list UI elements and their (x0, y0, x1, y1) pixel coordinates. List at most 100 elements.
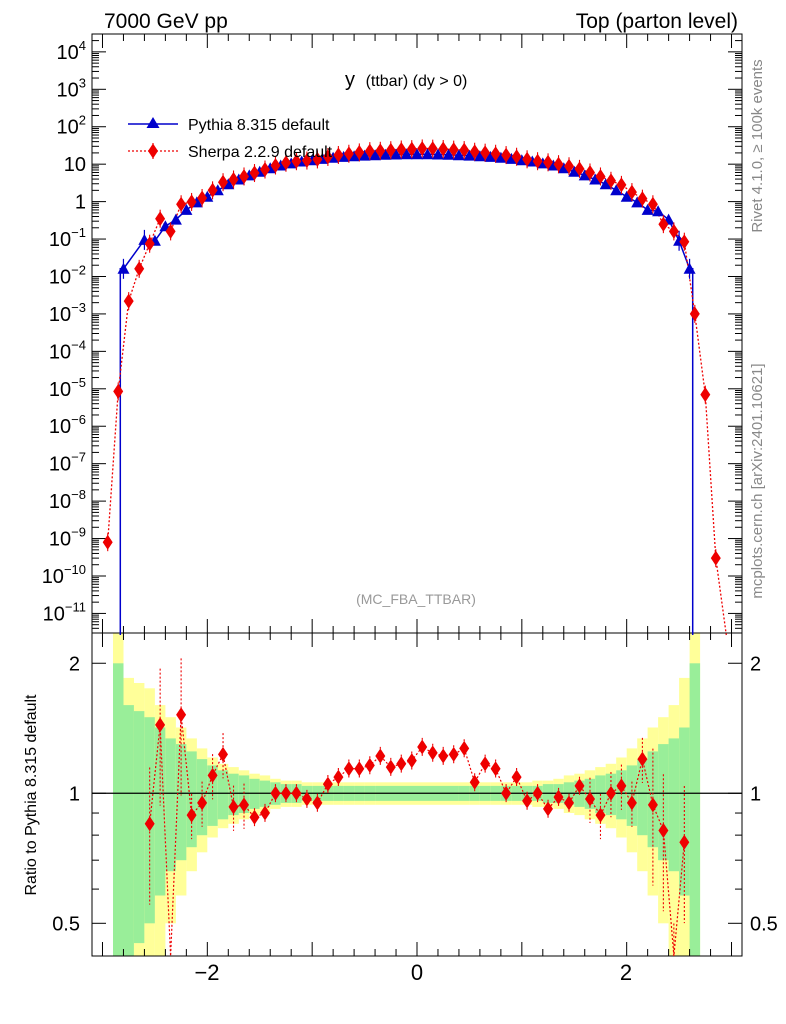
main-y-tick-labels: 10410310210110−110−210−310−410−510−610−7… (42, 38, 86, 626)
sherpa-point (102, 534, 113, 550)
ratio-y-tick-label: 2 (69, 653, 80, 675)
pythia-point (117, 262, 130, 274)
sherpa-point (616, 177, 627, 193)
main-y-tick-label: 10−5 (49, 375, 86, 401)
sherpa-point (333, 147, 344, 163)
ratio-point (438, 748, 449, 764)
ratio-point (249, 809, 260, 825)
ratio-y-tick-label: 0.5 (52, 913, 80, 935)
ratio-point (260, 805, 270, 821)
ratio-point (585, 791, 595, 807)
sherpa-point (354, 144, 365, 160)
header-left: 7000 GeV pp (104, 10, 228, 33)
pythia-point (652, 205, 665, 217)
ratio-band-inner (217, 770, 229, 820)
sherpa-point (375, 143, 386, 159)
ratio-point (396, 756, 407, 772)
sherpa-point (637, 191, 648, 207)
sherpa-point (543, 154, 553, 170)
pythia-point (463, 149, 476, 161)
ratio-band-inner (133, 711, 145, 944)
plot-title-suffix: (ttbar) (dy > 0) (366, 73, 468, 90)
ratio-point (564, 795, 574, 811)
main-y-tick-label: 10−7 (49, 450, 86, 476)
legend-sherpa-label: Sherpa 2.2.9 default (188, 144, 333, 161)
main-y-tick-label: 10−1 (49, 225, 86, 251)
sherpa-point (113, 383, 124, 399)
sherpa-point (459, 142, 470, 158)
ratio-point (480, 756, 491, 772)
pythia-point (180, 203, 193, 215)
main-y-tick-label: 104 (57, 38, 86, 64)
pythia-point (421, 148, 434, 160)
sherpa-point (396, 142, 407, 157)
ratio-point (144, 816, 155, 832)
ratio-band-inner (689, 663, 701, 956)
sherpa-point (322, 149, 333, 165)
sherpa-point (511, 149, 522, 165)
main-y-tick-label: 102 (57, 113, 86, 139)
ratio-point (155, 717, 166, 733)
ratio-point (186, 807, 197, 823)
sherpa-point (176, 196, 187, 212)
pythia-point (578, 169, 591, 181)
pythia-point (369, 149, 382, 161)
ratio-band-inner (165, 738, 176, 872)
sherpa-point (144, 236, 155, 252)
x-tick-label-2: 2 (620, 960, 632, 985)
ratio-y-axis-label: Ratio to Pythia 8.315 default (23, 694, 40, 896)
ratio-point (417, 739, 428, 755)
ratio-point (522, 793, 533, 809)
ratio-point (228, 799, 239, 815)
pythia-point (610, 184, 623, 196)
ratio-series-line (149, 714, 685, 957)
sherpa-point (501, 147, 512, 163)
main-y-tick-label: 10−2 (49, 263, 86, 289)
sherpa-point (700, 387, 711, 403)
sherpa-point (406, 141, 417, 157)
ratio-band-inner (238, 775, 250, 813)
ratio-band-inner (113, 663, 124, 956)
ratio-point (197, 795, 208, 811)
sherpa-point (165, 223, 176, 239)
sherpa-point (574, 161, 585, 177)
legend-sherpa-marker (148, 143, 158, 159)
legend: Pythia 8.315 default Sherpa 2.2.9 defaul… (128, 117, 333, 161)
pythia-point (432, 148, 444, 160)
ratio-y-tick-label-right: 2 (750, 653, 761, 675)
sherpa-point (595, 169, 606, 184)
sherpa-point (281, 155, 291, 171)
pythia-point (683, 262, 696, 274)
sherpa-point (480, 145, 491, 161)
sherpa-point (385, 142, 396, 158)
main-y-tick-label: 10−10 (42, 562, 86, 588)
sherpa-point (658, 216, 669, 232)
ratio-point (364, 757, 375, 773)
ratio-point (511, 769, 522, 785)
sherpa-point (270, 158, 281, 173)
ratio-point (543, 801, 553, 817)
sherpa-point (710, 550, 721, 566)
sherpa-point (228, 172, 239, 187)
ratio-band-inner (658, 744, 669, 861)
ratio-point (176, 707, 187, 723)
sherpa-point (668, 223, 679, 239)
pythia-point (631, 196, 644, 208)
legend-pythia-marker (146, 117, 160, 128)
ratio-y-tick-label: 1 (69, 783, 80, 805)
plot-title-main: y (345, 69, 355, 91)
ratio-y-tick-label-right: 1 (750, 783, 761, 805)
pythia-point (222, 178, 235, 190)
ratio-point (343, 761, 354, 777)
sherpa-point (123, 293, 134, 309)
sherpa-point (647, 196, 658, 212)
sherpa-point (249, 165, 260, 181)
main-series-layer (102, 139, 727, 636)
sherpa-point (260, 162, 270, 177)
legend-pythia-label: Pythia 8.315 default (188, 117, 330, 134)
main-y-tick-label: 103 (57, 75, 86, 101)
sherpa-point (490, 146, 501, 162)
main-axis-ticks (92, 33, 742, 634)
ratio-point (469, 774, 480, 790)
